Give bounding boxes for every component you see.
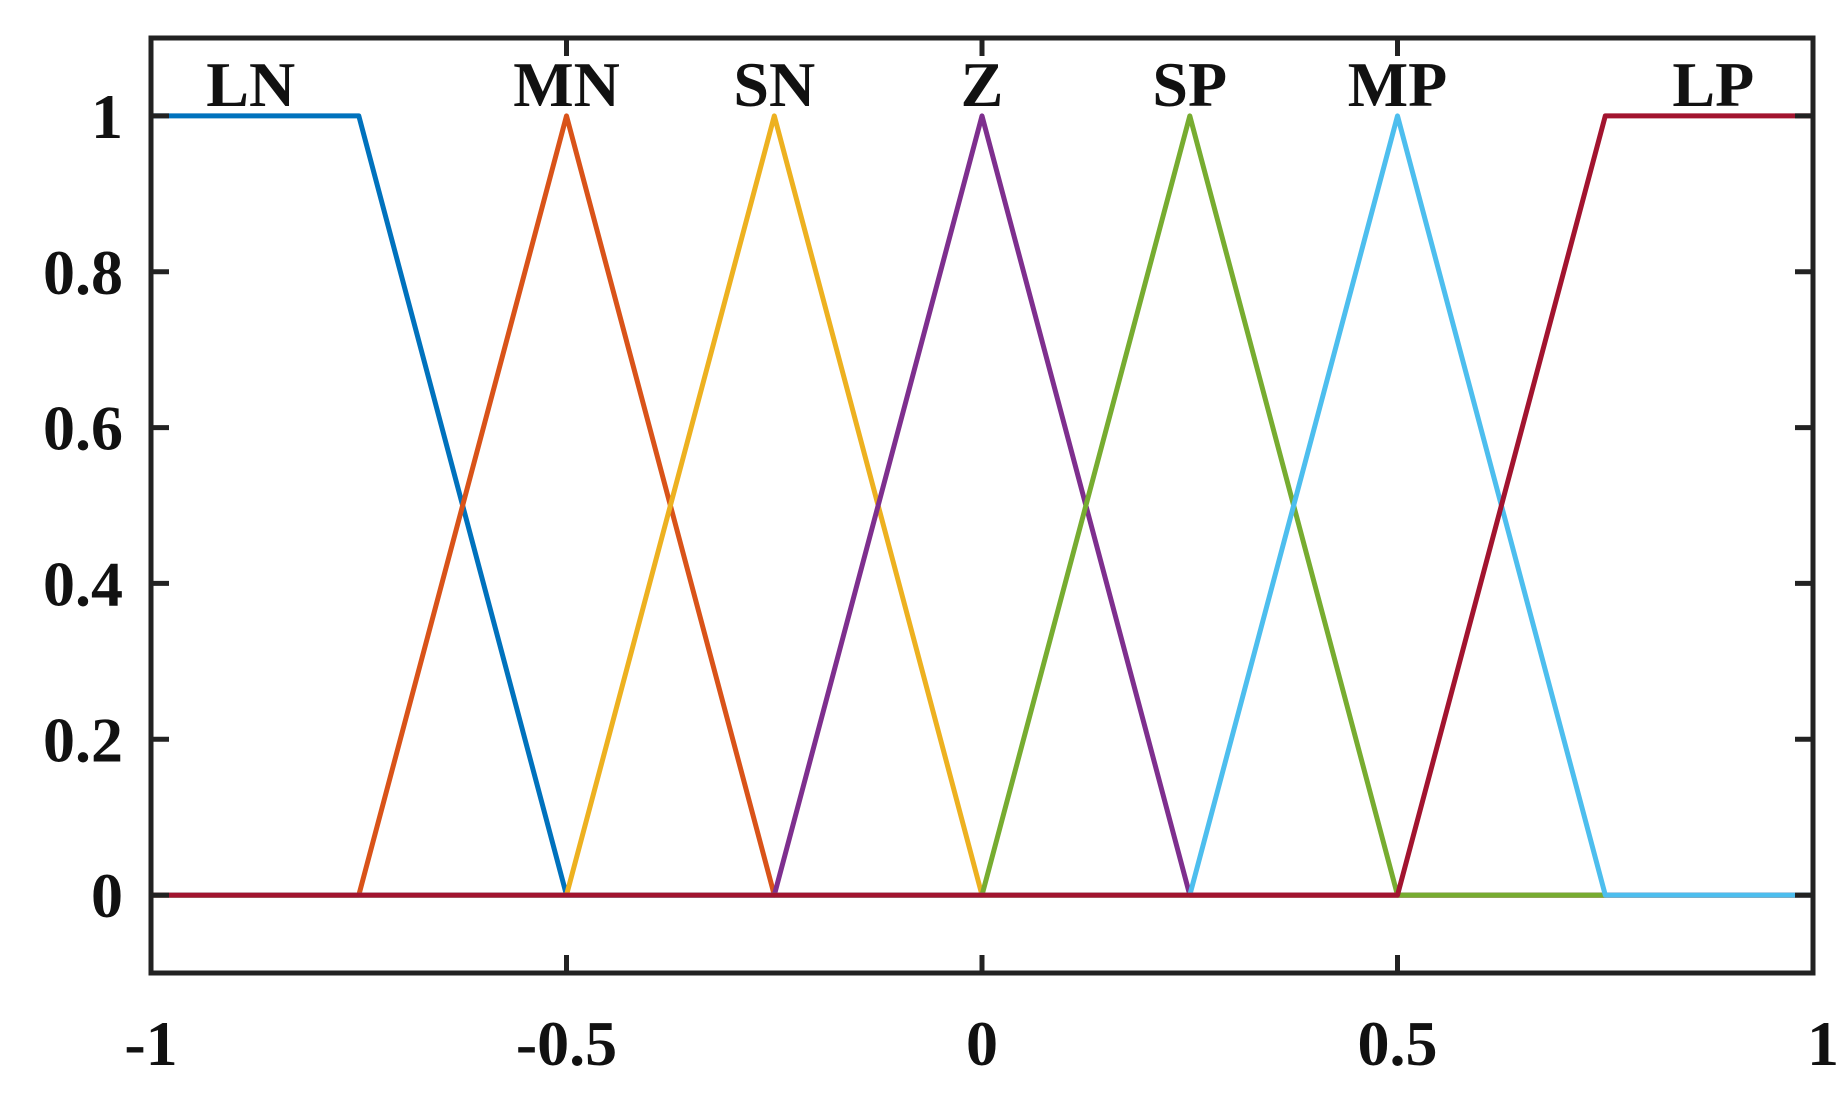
set-label-ln: LN [206,49,295,120]
series-layer [148,113,1816,898]
set-label-mn: MN [513,49,620,120]
set-labels: LN MN SN Z SP MP LP [206,49,1754,120]
set-label-mp: MP [1348,49,1448,120]
set-label-sp: SP [1152,49,1227,120]
x-tick-label: -1 [124,1008,177,1079]
x-tick-label: 0 [966,1008,998,1079]
set-label-sn: SN [733,49,815,120]
y-tick-label: 0.6 [43,393,123,464]
y-tick-label: 0.4 [43,548,123,619]
y-tick-label: 0.2 [43,704,123,775]
y-tick-labels: 0 0.2 0.4 0.6 0.8 1 [43,81,123,931]
x-tick-label: -0.5 [516,1008,617,1079]
series-line-lp [148,113,1816,898]
x-tick-label: 0.5 [1358,1008,1438,1079]
series-line-sn [148,113,1816,898]
y-tick-label: 0 [91,860,123,931]
axes-frame [148,35,1816,976]
x-tick-labels: -1 -0.5 0 0.5 1 [124,1008,1839,1079]
series-line-ln [148,113,1816,898]
x-tick-label: 1 [1807,1008,1839,1079]
series-line-mn [148,113,1816,898]
series-line-z [148,113,1816,898]
set-label-z: Z [961,49,1004,120]
y-tick-label: 0.8 [43,237,123,308]
series-line-mp [148,113,1816,898]
y-tick-label: 1 [91,81,123,152]
tick-marks [148,38,1816,973]
set-label-lp: LP [1672,49,1754,120]
